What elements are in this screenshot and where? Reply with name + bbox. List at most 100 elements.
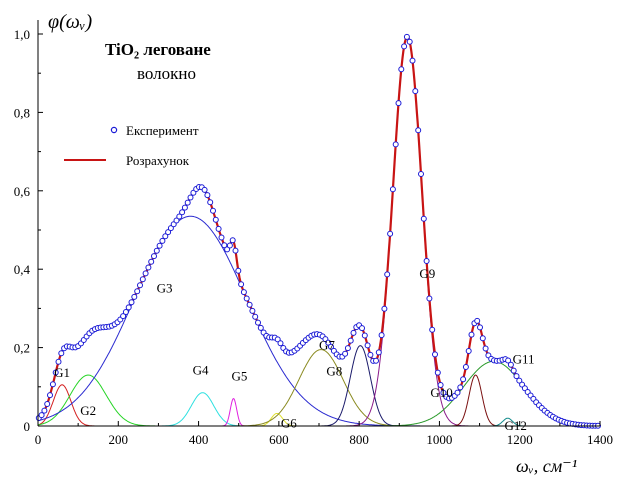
experiment-point [201, 186, 208, 193]
experiment-point [145, 264, 152, 271]
y-tick-label: 1,0 [14, 27, 30, 42]
fit-line [37, 35, 600, 427]
component-label-g1: G1 [54, 365, 70, 380]
experiment-point [415, 127, 422, 134]
component-curve-g8 [315, 345, 406, 427]
experiment-point [384, 271, 391, 278]
experiment-point [381, 305, 388, 312]
x-axis-label: ωᵥ, см⁻¹ [516, 456, 577, 476]
experiment-point [409, 57, 416, 64]
experiment-point [482, 345, 489, 352]
experiment-point [232, 247, 239, 254]
component-curve-g2 [37, 374, 170, 427]
experiment-point [137, 282, 143, 289]
experiment-point [412, 88, 419, 95]
experiment-point [226, 242, 233, 249]
experiment-point [215, 225, 222, 232]
experiment-point [389, 186, 396, 193]
y-tick-label: 0 [24, 419, 31, 434]
experiment-point [426, 295, 433, 302]
experiment-point [328, 343, 334, 350]
experiment-point [255, 319, 261, 326]
experiment-point [249, 307, 256, 314]
x-tick-label: 1400 [587, 432, 613, 447]
experiment-point [361, 332, 368, 339]
experiment-point [387, 230, 394, 237]
experiment-point [432, 351, 438, 358]
experiment-point [218, 234, 225, 241]
experiment-point [367, 351, 374, 358]
experiment-point [243, 295, 250, 302]
component-label-g3: G3 [157, 280, 173, 295]
experiment-point [420, 215, 427, 222]
experiment-point [148, 258, 155, 265]
experiment-point [252, 313, 259, 320]
experiment-point [440, 389, 447, 396]
tick-marks [37, 33, 601, 427]
y-tick-label: 0,4 [14, 262, 31, 277]
experiment-point [221, 242, 228, 249]
experiment-point [378, 332, 385, 339]
experiment-point [235, 267, 242, 274]
y-tick-label: 0,2 [14, 341, 30, 356]
experiment-point [139, 276, 146, 283]
x-tick-label: 1200 [507, 432, 533, 447]
experiment-point [505, 357, 512, 364]
component-curve-g4 [152, 392, 254, 427]
x-tick-label: 400 [189, 432, 209, 447]
x-tick-label: 1000 [426, 432, 452, 447]
experiment-point [224, 246, 231, 253]
experiment-point [159, 237, 166, 244]
experiment-point [173, 217, 180, 224]
experiment-point [364, 342, 371, 349]
experiment-point [342, 350, 349, 357]
legend-label-fit: Розрахунок [126, 153, 190, 168]
x-tick-label: 600 [269, 432, 289, 447]
experiment-point [44, 401, 51, 407]
experiment-point [457, 384, 464, 391]
legend: Експеримент Розрахунок [64, 123, 199, 168]
experiment-point [429, 326, 436, 333]
experiment-point [176, 213, 183, 220]
experiment-point [403, 33, 410, 40]
experiment-point [513, 373, 520, 380]
experiment-point [474, 317, 481, 324]
y-axis-label: φ(ωᵥ) [48, 11, 92, 33]
experiment-point [184, 199, 191, 206]
experiment-point [398, 66, 405, 73]
legend-marker-experiment [110, 126, 118, 134]
x-tick-label: 800 [349, 432, 369, 447]
experiment-point [507, 361, 514, 368]
experiment-point [395, 100, 402, 107]
component-curve-g11 [358, 360, 600, 427]
experiment-point [58, 350, 65, 357]
component-label-g11: G11 [513, 351, 535, 366]
experiment-point [350, 329, 357, 336]
experiment-point [165, 229, 172, 236]
y-tick-label: 0,6 [14, 184, 31, 199]
experiment-point [210, 207, 216, 214]
experiment-point [142, 270, 149, 277]
experiment-point [47, 392, 53, 399]
experiment-point [49, 381, 56, 388]
experiment-point [510, 367, 517, 374]
legend-label-experiment: Експеримент [126, 123, 199, 138]
experiment-point [162, 233, 169, 240]
chart-subtitle: волокно [137, 64, 196, 83]
experiment-point [55, 358, 62, 365]
experiment-point [462, 364, 469, 370]
experiment-point [418, 171, 424, 177]
experiment-point [274, 336, 281, 343]
experiment-point [204, 192, 211, 199]
x-tick-label: 200 [109, 432, 129, 447]
experiment-point [277, 340, 284, 347]
component-label-g2: G2 [80, 403, 96, 418]
experiment-point [238, 281, 245, 288]
y-tick-label: 0,8 [14, 105, 30, 120]
x-tick-label: 0 [35, 432, 42, 447]
experiment-point [38, 412, 45, 419]
experiment-point [153, 247, 160, 254]
experiment-point [325, 339, 332, 346]
